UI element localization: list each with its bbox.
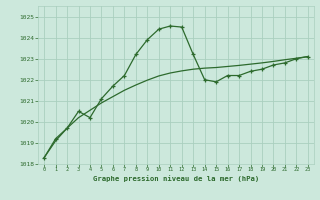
X-axis label: Graphe pression niveau de la mer (hPa): Graphe pression niveau de la mer (hPa): [93, 175, 259, 182]
